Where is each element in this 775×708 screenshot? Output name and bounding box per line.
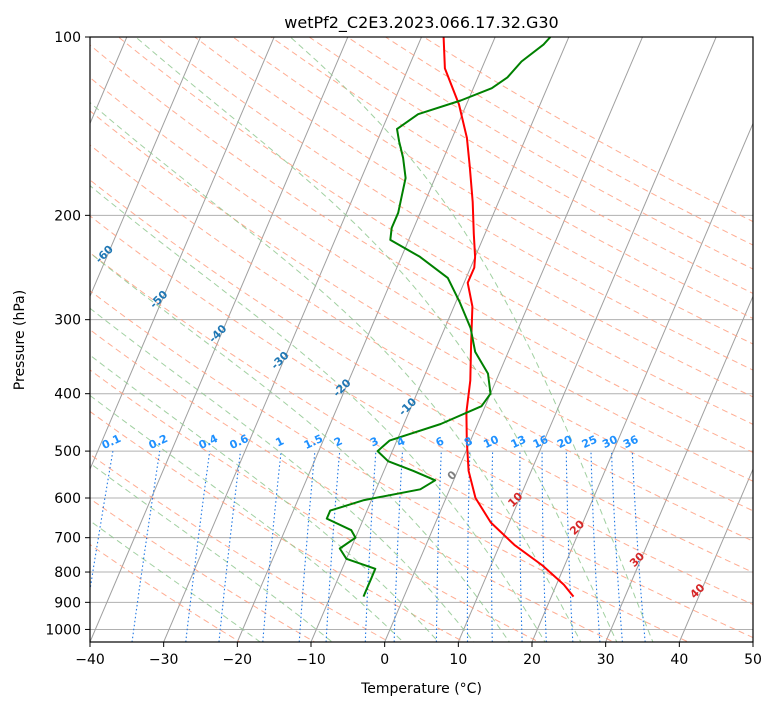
mixing-ratio-label: 10 [481,433,501,451]
isotherm--40 [90,37,349,642]
x-tick-label: −10 [296,652,326,668]
dry-adiabat-360 [90,110,753,512]
mixing-ratio-line [466,451,471,642]
y-tick-label: 700 [54,531,81,547]
dry-adiabat-420 [232,37,753,345]
y-tick-label: 900 [54,595,81,611]
moist-adiabat-25 [90,101,582,642]
isotherm--60 [90,37,202,298]
moist-adiabat--20 [90,520,262,642]
x-tick-label: −20 [223,652,253,668]
y-tick-label: 200 [54,208,81,224]
mixing-ratio-line [218,451,242,642]
isotherm-0 [384,37,644,642]
mixing-ratio-line [393,451,404,642]
moist-adiabat--10 [90,462,333,642]
mixing-ratio-label: 30 [600,433,620,451]
dewpoint-line [325,37,552,597]
chart-title: wetPf2_C2E3.2023.066.17.32.G30 [284,13,558,33]
isotherm--10 [310,37,570,642]
mixing-ratio-line [131,451,161,642]
y-tick-label: 100 [54,30,81,46]
moist-adiabat-15 [90,252,511,642]
moist-adiabat-35 [289,37,654,642]
x-tick-label: 20 [523,652,541,668]
dry-adiabat-310 [90,290,690,642]
plot-series [325,37,575,598]
mixing-ratio-line [325,451,341,642]
dry-adiabat-260 [90,498,316,642]
x-axis-title: Temperature (°C) [360,681,482,697]
isotherm-10 [457,37,717,642]
plot-frame [89,36,754,643]
x-tick-label: 30 [597,652,615,668]
dry-adiabat-250 [90,543,241,642]
mixing-ratio-line [298,451,316,642]
mixing-ratio-line [185,451,211,642]
y-tick-label: 800 [54,565,81,581]
y-tick-label: 500 [54,444,81,460]
mixing-ratio-label: 16 [531,433,551,451]
isotherm-20 [531,122,753,642]
mixing-ratio-line [631,451,646,642]
isotherm-40 [678,467,753,642]
x-tick-label: 50 [744,652,762,668]
isotherm--50 [90,37,275,471]
dry-adiabat-340 [90,179,753,573]
dry-adiabat-370 [90,76,753,482]
temperature-line [442,37,575,598]
mixing-ratio-line [519,451,523,642]
y-tick-label: 1000 [45,622,81,638]
dry-adiabat-350 [90,144,753,542]
x-tick-label: 0 [380,652,389,668]
moist-adiabat-30 [135,37,618,642]
dry-adiabat-330 [90,215,753,606]
mixing-ratio-line [565,451,574,642]
dry-adiabat-280 [90,410,466,642]
mixing-ratio-line [541,451,547,642]
dry-adiabat-390 [117,37,753,425]
mixing-ratio-label: 20 [555,433,575,451]
x-tick-label: −30 [149,652,179,668]
mixing-ratio-line [262,451,282,642]
x-tick-label: −40 [75,652,105,668]
dry-adiabat-270 [90,453,391,642]
x-axis: −40 −30 −20 −10 0 10 20 30 40 50 [75,642,762,668]
y-axis: 1000 900 800 700 600 500 400 300 200 100 [45,30,90,638]
mixing-ratio-label: 13 [509,433,528,451]
dry-adiabat-440 [308,37,753,295]
dry-adiabat-400 [155,37,753,398]
y-tick-label: 400 [54,387,81,403]
mixing-ratio-line [590,451,601,642]
plot-area [90,37,753,642]
isotherm-30 [605,295,753,642]
mixing-ratio-line [610,451,623,642]
mixing-ratio-label: 36 [621,433,641,451]
mixing-ratio-line [490,451,494,642]
moist-adiabat-0 [90,394,404,642]
isotherm--30 [163,37,423,642]
y-tick-label: 300 [54,313,81,329]
x-tick-label: 10 [449,652,467,668]
y-axis-title: Pressure (hPa) [12,290,28,390]
y-tick-label: 600 [54,491,81,507]
dry-adiabat-320 [90,252,753,639]
mixing-ratio-label: 25 [580,433,599,451]
isotherm--20 [236,37,496,642]
x-tick-label: 40 [670,652,688,668]
mixing-ratio-line [435,451,442,642]
isotherm--70 [90,37,128,125]
dry-adiabat-290 [90,369,540,642]
